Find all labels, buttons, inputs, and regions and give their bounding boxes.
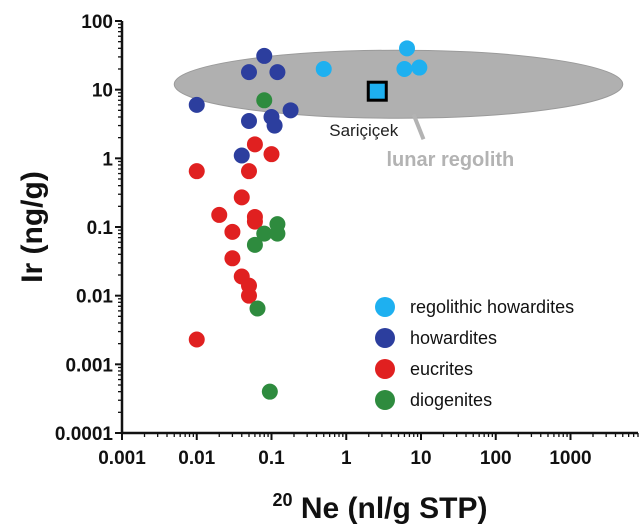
legend-label-howardites: howardites xyxy=(410,328,497,348)
legend-marker-regolithic-howardites xyxy=(375,297,395,317)
howardites-point xyxy=(233,147,250,164)
eucrites-point xyxy=(246,213,263,230)
legend-marker-eucrites xyxy=(375,359,395,379)
legend-marker-howardites xyxy=(375,328,395,348)
diogenites-point xyxy=(249,300,266,317)
legend-label-eucrites: eucrites xyxy=(410,359,473,379)
legend-label-diogenites: diogenites xyxy=(410,390,492,410)
x-tick-label: 10 xyxy=(410,448,431,469)
legend: regolithic howardites howardites eucrites d… xyxy=(375,297,574,410)
eucrites-point xyxy=(188,163,205,180)
x-tick-label: 0.1 xyxy=(258,448,285,469)
x-tick-label: 1 xyxy=(341,448,352,469)
legend-marker-diogenites xyxy=(375,390,395,410)
eucrites-point xyxy=(240,287,257,304)
eucrites-point xyxy=(246,136,263,153)
y-tick-label: 100 xyxy=(81,12,113,33)
howardites-point xyxy=(282,102,299,119)
diogenites-point xyxy=(269,225,286,242)
eucrites-point xyxy=(240,163,257,180)
y-axis-title: Ir (ng/g) xyxy=(16,171,49,283)
diogenites-point xyxy=(246,236,263,253)
regolithic-howardites-point xyxy=(396,60,413,77)
howardites-point xyxy=(266,117,283,134)
eucrites-point xyxy=(188,331,205,348)
howardites-point xyxy=(240,112,257,129)
x-tick-label: 0.001 xyxy=(98,448,146,469)
howardites-point xyxy=(269,64,286,81)
lunar-regolith-pointer-line xyxy=(411,113,426,140)
x-axis-title-main: Ne (nl/g STP) xyxy=(301,492,488,525)
y-tick-label: 0.01 xyxy=(76,287,113,308)
howardites-point xyxy=(256,47,273,64)
y-tick-label: 10 xyxy=(92,81,113,102)
diogenites-point xyxy=(256,92,273,109)
eucrites-point xyxy=(224,223,241,240)
diogenites-point xyxy=(256,225,273,242)
legend-label-regolithic-howardites: regolithic howardites xyxy=(410,297,574,317)
lunar-regolith-region xyxy=(173,49,624,119)
eucrites-point xyxy=(224,250,241,267)
diogenites-point xyxy=(261,383,278,400)
y-tick-label: 0.0001 xyxy=(55,424,114,445)
x-tick-label: 100 xyxy=(480,448,512,469)
saricicek-label: Sariçiçek xyxy=(329,121,398,140)
lunar-regolith-ellipse xyxy=(173,49,624,119)
regolithic-howardites-point xyxy=(399,40,416,57)
saricicek-marker xyxy=(366,80,388,102)
data-points xyxy=(188,40,428,400)
howardites-point xyxy=(240,64,257,81)
regolithic-howardites-point xyxy=(315,60,332,77)
x-tick-label: 1000 xyxy=(549,448,591,469)
eucrites-point xyxy=(233,189,250,206)
eucrites-point xyxy=(211,206,228,223)
y-tick-label: 0.1 xyxy=(87,218,114,239)
plot-axes: 100 10 1 0.1 0.01 0.001 0.0001 0.001 0.01 0.1 1 10 1… xyxy=(55,12,639,469)
y-tick-label: 0.001 xyxy=(65,355,113,376)
lunar-regolith-label: lunar regolith xyxy=(386,149,514,171)
eucrites-point xyxy=(263,146,280,163)
y-tick-label: 1 xyxy=(102,149,113,170)
x-axis-title-superscript: 20 xyxy=(272,490,292,510)
x-tick-label: 0.01 xyxy=(178,448,215,469)
regolithic-howardites-point xyxy=(411,59,428,76)
x-axis-title: 20 Ne (nl/g STP) xyxy=(272,480,487,525)
howardites-point xyxy=(188,96,205,113)
